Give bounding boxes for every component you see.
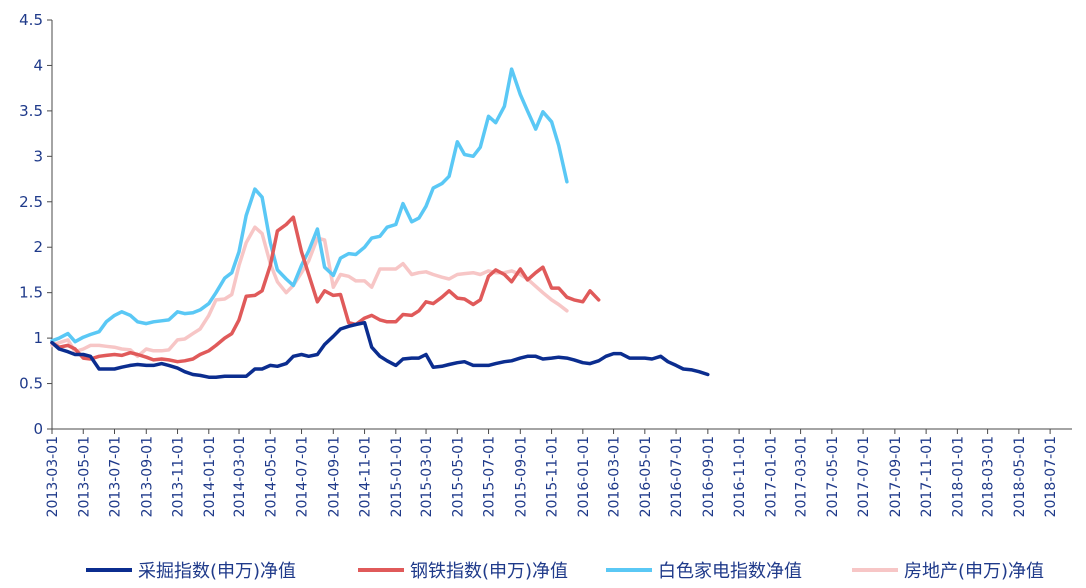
legend-label: 钢铁指数(申万)净值 xyxy=(410,561,568,582)
y-tick-label: 4 xyxy=(33,56,43,74)
legend-item-4: 房地产(申万)净值 xyxy=(852,561,1044,582)
chart-axes: 0 0.5 1 1.5 2 2.5 3 3.5 4 4.5 2013-03-01 2013-05-01… xyxy=(19,11,1072,517)
x-tick-label: 2017-07-01 xyxy=(856,436,872,517)
x-tick-label: 2016-09-01 xyxy=(701,436,717,517)
y-tick-label: 2.5 xyxy=(19,193,43,211)
legend-label: 房地产(申万)净值 xyxy=(904,561,1044,582)
x-tick-label: 2014-09-01 xyxy=(326,436,342,517)
x-tick-label: 2014-11-01 xyxy=(358,436,374,517)
series-line-1 xyxy=(50,320,710,379)
x-tick-label: 2013-09-01 xyxy=(139,436,155,517)
x-tick-label: 2017-05-01 xyxy=(825,436,841,517)
legend-item-1: 采掘指数(申万)净值 xyxy=(86,561,296,582)
y-tick-label: 4.5 xyxy=(19,11,43,29)
x-tick-label: 2014-07-01 xyxy=(295,436,311,517)
x-tick-label: 2016-11-01 xyxy=(732,436,748,517)
x-tick-label: 2014-03-01 xyxy=(232,436,248,517)
x-tick-label: 2016-01-01 xyxy=(576,436,592,517)
chart-legend: 采掘指数(申万)净值 钢铁指数(申万)净值 白色家电指数净值 房地产(申万)净值 xyxy=(86,561,1044,582)
x-tick-label: 2017-03-01 xyxy=(794,436,810,517)
x-tick-label: 2013-03-01 xyxy=(45,436,61,517)
x-tick-label: 2014-05-01 xyxy=(263,436,279,517)
x-tick-label: 2015-05-01 xyxy=(450,436,466,517)
x-tick-label: 2016-07-01 xyxy=(669,436,685,517)
y-tick-label: 0 xyxy=(33,420,43,438)
x-tick-label: 2015-11-01 xyxy=(545,436,561,517)
x-tick-label: 2016-05-01 xyxy=(638,436,654,517)
x-tick-label: 2017-09-01 xyxy=(888,436,904,517)
x-tick-label: 2017-11-01 xyxy=(919,436,935,517)
y-tick-label: 0.5 xyxy=(19,375,43,393)
x-tick-label: 2013-05-01 xyxy=(76,436,92,517)
x-tick-label: 2016-03-01 xyxy=(607,436,623,517)
x-tick-label: 2013-07-01 xyxy=(108,436,124,517)
legend-item-3: 白色家电指数净值 xyxy=(606,561,802,582)
x-tick-label: 2018-05-01 xyxy=(1012,436,1028,517)
legend-label: 白色家电指数净值 xyxy=(658,561,802,582)
x-tick-label: 2015-07-01 xyxy=(482,436,498,517)
y-tick-label: 3 xyxy=(33,147,43,165)
x-tick-label: 2015-09-01 xyxy=(513,436,529,517)
x-tick-label: 2015-01-01 xyxy=(389,436,405,517)
x-tick-label: 2015-03-01 xyxy=(419,436,435,517)
x-tick-label: 2018-07-01 xyxy=(1043,436,1059,517)
y-tick-label: 1 xyxy=(33,329,43,347)
y-tick-label: 2 xyxy=(33,238,43,256)
y-tick-label: 3.5 xyxy=(19,102,43,120)
x-tick-label: 2013-11-01 xyxy=(171,436,187,517)
series-line-3 xyxy=(50,67,569,344)
x-tick-label: 2017-01-01 xyxy=(763,436,779,517)
series-line-2 xyxy=(50,215,601,364)
chart-series xyxy=(50,67,710,379)
x-tick-label: 2014-01-01 xyxy=(202,436,218,517)
x-tick-label: 2018-01-01 xyxy=(950,436,966,517)
legend-item-2: 钢铁指数(申万)净值 xyxy=(358,561,568,582)
x-tick-label: 2018-03-01 xyxy=(981,436,997,517)
legend-label: 采掘指数(申万)净值 xyxy=(138,561,296,582)
y-tick-label: 1.5 xyxy=(19,284,43,302)
